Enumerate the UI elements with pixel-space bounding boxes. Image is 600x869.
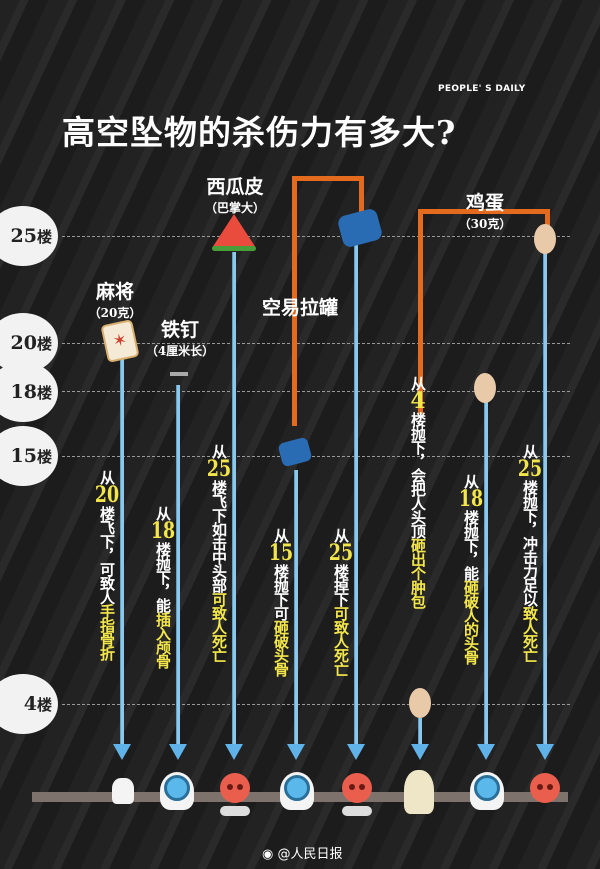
description-egg-25: 从25楼抛下，冲击力足以致人死亡 [517,444,543,662]
drop-line [543,250,547,747]
bracket [292,176,364,181]
arrow-down-icon [347,744,365,760]
can-icon [277,436,313,468]
weibo-watermark: ◉ @人民日报 [262,847,343,862]
nail-label: 铁钉 （4厘米长） [145,319,215,358]
floor-line [62,343,570,344]
drop-line [294,470,298,747]
peoples-daily-logo: PEOPLE' S DAILY [438,84,526,94]
floor-line [62,391,570,392]
nail-icon [170,372,188,376]
bracket [359,176,364,216]
skull-icon [530,773,560,803]
drop-line [354,245,358,747]
arrow-down-icon [225,744,243,760]
arrow-down-icon [477,744,495,760]
egg-icon [474,373,496,403]
arrow-down-icon [113,744,131,760]
arrow-down-icon [287,744,305,760]
bandaged-head-icon [404,770,434,814]
mahjong-label: 麻将 （20克） [88,281,142,320]
drop-line [120,355,124,747]
bracket [418,209,423,414]
pierced-skull-icon [160,772,194,810]
mahjong-tile-icon: ✶ [100,319,140,363]
watermelon-icon [212,214,256,248]
skull-icon [342,773,372,803]
floor-marker-18: 18 楼 [0,362,58,422]
watermelon-label: 西瓜皮 （巴掌大） [204,176,265,215]
crossbones-icon [220,806,250,816]
egg-icon [409,688,431,718]
egg-label: 鸡蛋 （30克） [458,192,512,231]
description-egg-4: 从4楼抛下，会把人头顶砸出个肿包 [409,376,427,608]
floor-marker-15: 15 楼 [0,426,58,486]
description-watermelon: 从25楼飞下如击中头部可致人死亡 [206,444,232,662]
description-nail: 从18楼抛下，能插入颅骨 [150,506,176,668]
can-icon [336,207,384,249]
floor-line [62,456,570,457]
description-can-25: 从25楼掉下可致人死亡 [328,528,354,676]
floor-marker-25: 25 楼 [0,206,58,266]
cracked-skull-icon [280,772,314,810]
weibo-icon: ◉ [262,847,278,862]
description-can-15: 从15楼抛下可砸破头骨 [268,528,294,676]
drop-line [484,402,488,747]
description-mahjong: 从20楼飞下，可致人手指骨折 [94,470,120,660]
can-label: 空易拉罐 [261,297,338,319]
arrow-down-icon [169,744,187,760]
page-title: 高空坠物的杀伤力有多大? [62,113,457,152]
bracket [545,209,550,229]
bracket [292,176,297,426]
bracket [418,209,550,214]
egg-icon [534,224,556,254]
description-egg-18: 从18楼抛下，能砸破人的头骨 [458,474,484,664]
fractured-finger-icon [112,778,134,804]
arrow-down-icon [411,744,429,760]
drop-line [418,718,422,747]
skull-icon [220,773,250,803]
drop-line [176,385,180,747]
floor-line [62,704,570,705]
floor-line [62,236,570,237]
drop-line [232,252,236,747]
arrow-down-icon [536,744,554,760]
crossbones-icon [342,806,372,816]
watermelon-rind [212,246,256,251]
cracked-skull-icon [470,772,504,810]
